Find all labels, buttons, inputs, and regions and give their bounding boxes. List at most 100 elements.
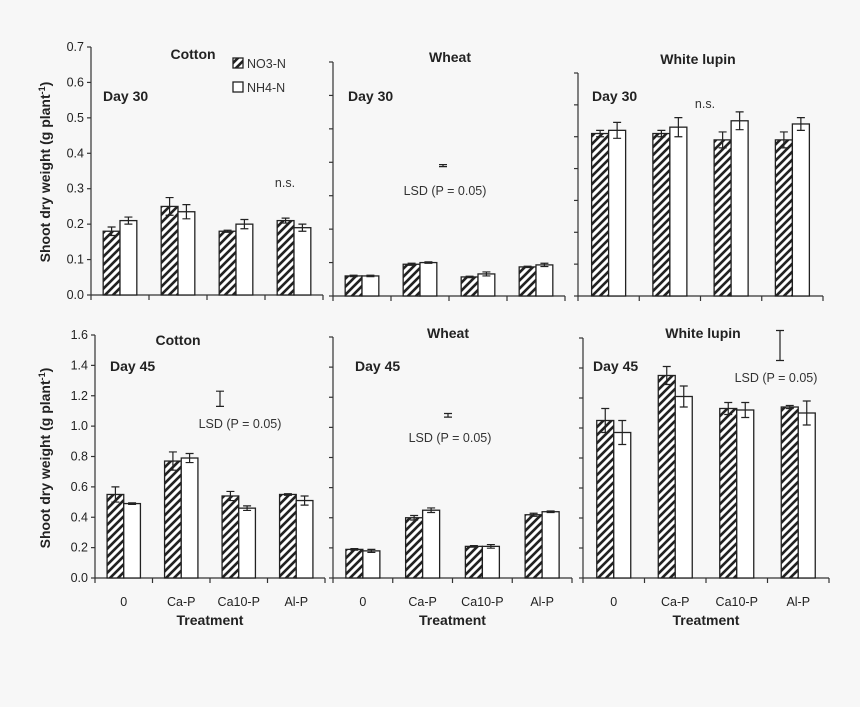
x-axis-label: Treatment (177, 612, 244, 628)
y-axis-label-bottom: Shoot dry weight (g plant-1) (37, 368, 53, 549)
error-bar (240, 218, 249, 230)
bar-nh4-n-ca10-p (730, 120, 749, 297)
error-bar (168, 451, 177, 471)
bar-no3-n-0 (345, 548, 364, 579)
bar-nh4-n-0 (362, 550, 381, 579)
bar-no3-n-ca-p (402, 263, 421, 297)
error-bar (724, 401, 733, 416)
error-bar (111, 486, 120, 503)
y-tick-label: 0.2 (67, 217, 84, 231)
error-bar (657, 129, 666, 138)
error-bar (283, 493, 292, 496)
bar-no3-n-ca10-p (460, 276, 479, 297)
bar-nh4-n-0 (119, 219, 138, 296)
bar-no3-n-0 (106, 493, 125, 579)
bar-no3-n-ca10-p (464, 545, 484, 579)
x-axis-label: Treatment (673, 612, 740, 628)
error-bar (349, 274, 358, 278)
y-tick-label: 1.2 (71, 389, 88, 403)
bar-no3-n-al-p (774, 139, 794, 297)
bar-nh4-n-al-p (295, 499, 314, 579)
x-tick-label: Al-P (530, 595, 554, 609)
panel-white-lupin-day-30: White lupin Day 30 n.s. (574, 51, 824, 301)
error-bar (185, 452, 194, 464)
y-tick-label: 1.4 (71, 358, 88, 372)
lsd-bar (444, 412, 452, 418)
error-bar (779, 131, 788, 149)
bar-nh4-n-ca-p (180, 457, 199, 579)
bar-no3-n-ca10-p (713, 139, 732, 297)
panel-cotton-day-30: 0.0 0.1 0.2 0.3 0.4 0.5 0.6 0.7 Cotton Day 30 n.s. (67, 40, 324, 302)
bar-nh4-n-ca-p (674, 395, 693, 579)
bar-no3-n-0 (344, 275, 363, 297)
error-bar (718, 131, 727, 149)
bar-nh4-n-al-p (293, 227, 312, 296)
error-bar (298, 223, 307, 232)
y-tick-label: 0.6 (71, 480, 88, 494)
error-bar (223, 229, 232, 233)
x-tick-label: Ca10-P (716, 595, 758, 609)
bar-no3-n-ca-p (657, 374, 676, 579)
legend-label-no3: NO3-N (247, 57, 286, 71)
bar-nh4-n-ca10-p (481, 545, 501, 579)
day-label: Day 45 (593, 358, 638, 374)
bar-no3-n-ca-p (652, 132, 671, 297)
y-tick-label: 0.7 (67, 40, 84, 54)
error-bar (410, 514, 419, 521)
day-label: Day 30 (348, 88, 393, 104)
bar-nh4-n-0 (361, 275, 380, 297)
bar-no3-n-al-p (276, 219, 295, 296)
panel-wheat-day-45: 0 Ca-P Ca10-P Al-P Wheat Day 45 LSD (P = 0.05)… (329, 325, 573, 628)
error-bar (785, 404, 794, 410)
bar-nh4-n-ca-p (421, 509, 441, 579)
bar-no3-n-0 (102, 230, 121, 296)
x-axis-label: Treatment (419, 612, 486, 628)
error-bar (182, 204, 191, 220)
error-bar (523, 265, 532, 269)
annotation: LSD (P = 0.05) (404, 184, 487, 198)
bar-nh4-n-0 (123, 502, 142, 579)
error-bar (802, 400, 811, 426)
x-tick-label: 0 (610, 595, 617, 609)
y-tick-label: 0.2 (71, 541, 88, 555)
bar-no3-n-ca10-p (218, 230, 237, 296)
legend-label-nh4: NH4-N (247, 81, 285, 95)
x-tick-label: Ca-P (167, 595, 195, 609)
bar-no3-n-al-p (780, 406, 799, 579)
error-bar (424, 261, 433, 264)
error-bar (107, 226, 116, 237)
error-bar (796, 117, 805, 131)
y-tick-label: 0.6 (67, 75, 84, 89)
panel-title: Wheat (427, 325, 469, 341)
error-bar (226, 490, 235, 502)
bar-nh4-n-ca-p (419, 261, 438, 297)
error-bar (618, 419, 627, 446)
x-tick-label: Ca10-P (218, 595, 260, 609)
error-bar (407, 262, 416, 266)
legend: NO3-N NH4-N (232, 57, 286, 95)
error-bar (427, 507, 436, 514)
annotation: LSD (P = 0.05) (199, 417, 282, 431)
bar-nh4-n-al-p (535, 264, 554, 297)
error-bar (546, 510, 555, 514)
error-bar (674, 117, 683, 138)
bar-no3-n-ca-p (160, 205, 179, 296)
x-tick-label: 0 (120, 595, 127, 609)
y-tick-label: 0.4 (71, 510, 88, 524)
error-bar (367, 548, 376, 553)
bar-no3-n-ca10-p (221, 495, 240, 579)
lsd-bar (776, 329, 784, 362)
day-label: Day 30 (592, 88, 637, 104)
y-axis-label-top: Shoot dry weight (g plant-1) (37, 82, 53, 263)
bar-nh4-n-ca10-p (477, 273, 496, 297)
bar-nh4-n-0 (613, 431, 632, 579)
x-tick-label: Al-P (786, 595, 810, 609)
bar-no3-n-ca-p (404, 517, 424, 579)
panel-title: White lupin (665, 325, 740, 341)
error-bar (469, 545, 478, 548)
day-label: Day 45 (110, 358, 155, 374)
panel-title: Cotton (170, 46, 215, 62)
panel-title: Cotton (155, 332, 200, 348)
error-bar (124, 216, 133, 225)
